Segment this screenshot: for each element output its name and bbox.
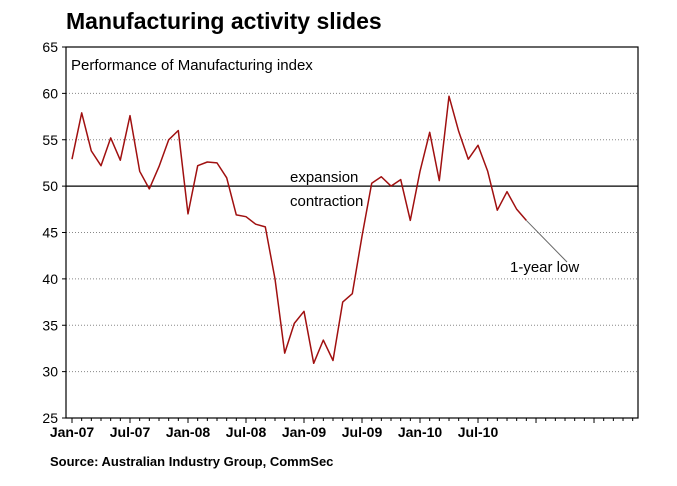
data-point <box>283 352 285 354</box>
data-point <box>158 165 160 167</box>
x-tick-label: Jul-09 <box>342 424 383 440</box>
y-tick-label: 60 <box>42 85 58 101</box>
data-point <box>71 158 73 160</box>
data-point <box>80 112 82 114</box>
y-tick-label: 55 <box>42 132 58 148</box>
data-point <box>477 144 479 146</box>
data-point <box>129 114 131 116</box>
data-point <box>409 219 411 221</box>
data-point <box>448 95 450 97</box>
y-tick-label: 35 <box>42 317 58 333</box>
data-point <box>90 150 92 152</box>
y-tick-label: 40 <box>42 271 58 287</box>
data-point <box>428 131 430 133</box>
data-point <box>138 170 140 172</box>
data-point <box>303 310 305 312</box>
y-tick-label: 65 <box>42 39 58 55</box>
data-point <box>506 190 508 192</box>
data-point <box>235 214 237 216</box>
data-point <box>293 322 295 324</box>
data-point <box>351 293 353 295</box>
data-point <box>467 158 469 160</box>
data-point <box>438 179 440 181</box>
y-tick-label: 30 <box>42 364 58 380</box>
data-point <box>312 362 314 364</box>
data-point <box>515 208 517 210</box>
x-tick-label: Jan-07 <box>50 424 95 440</box>
data-point <box>380 176 382 178</box>
data-point <box>119 159 121 161</box>
data-point <box>148 188 150 190</box>
data-point <box>486 170 488 172</box>
x-tick-label: Jul-10 <box>458 424 499 440</box>
data-point <box>457 130 459 132</box>
data-point <box>254 223 256 225</box>
annotation-expansion: expansion <box>290 169 358 186</box>
data-point <box>332 359 334 361</box>
data-point <box>206 161 208 163</box>
x-tick-label: Jul-07 <box>110 424 151 440</box>
data-point <box>245 216 247 218</box>
x-tick-label: Jul-08 <box>226 424 267 440</box>
series-line <box>71 95 527 365</box>
data-point <box>100 165 102 167</box>
data-point <box>274 278 276 280</box>
x-tick-label: Jan-08 <box>166 424 211 440</box>
data-point <box>225 177 227 179</box>
x-tick-label: Jan-09 <box>282 424 327 440</box>
data-point <box>399 178 401 180</box>
data-point <box>390 185 392 187</box>
data-point <box>109 137 111 139</box>
y-tick-label: 45 <box>42 225 58 241</box>
chart-title: Manufacturing activity slides <box>66 8 382 34</box>
annotation-contraction: contraction <box>290 193 363 210</box>
y-tick-label: 50 <box>42 178 58 194</box>
data-point <box>419 170 421 172</box>
x-tick-label: Jan-10 <box>398 424 443 440</box>
data-point <box>167 139 169 141</box>
data-point <box>496 209 498 211</box>
chart-subtitle: Performance of Manufacturing index <box>71 57 313 74</box>
data-point <box>341 301 343 303</box>
source-note: Source: Australian Industry Group, CommS… <box>50 454 334 469</box>
data-point <box>187 213 189 215</box>
data-point <box>370 182 372 184</box>
data-point <box>361 235 363 237</box>
data-point <box>196 165 198 167</box>
y-tick-label: 25 <box>42 410 58 426</box>
annotation-1-year-low: 1-year low <box>510 259 579 276</box>
data-point <box>216 162 218 164</box>
data-point <box>264 226 266 228</box>
data-point <box>177 129 179 131</box>
annotation-pointer <box>525 220 568 263</box>
data-point <box>322 339 324 341</box>
